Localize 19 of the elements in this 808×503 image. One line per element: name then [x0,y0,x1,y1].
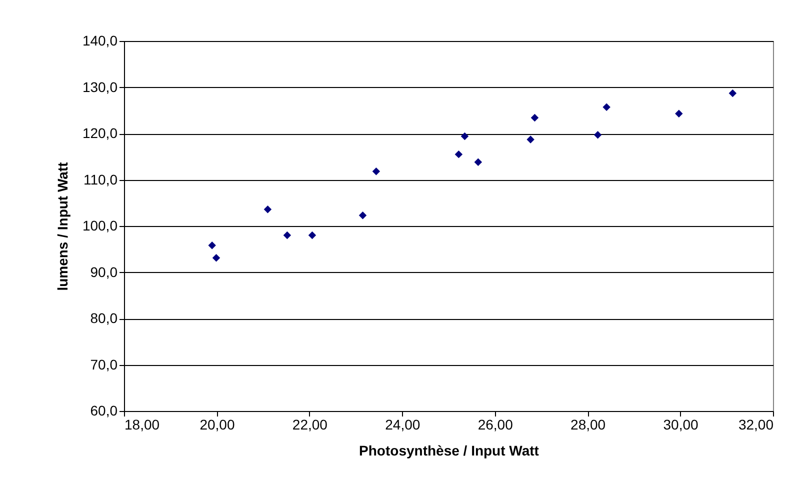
y-tick-label: 130,0 [82,78,118,95]
x-tick-label: 28,00 [570,416,606,432]
y-tick-label: 110,0 [84,171,118,188]
x-tick-label: 20,00 [200,416,235,432]
y-tick-label: 80,0 [90,310,118,326]
y-axis-title: lumens / Input Watt [54,162,70,291]
x-tick-label: 32,00 [738,416,774,432]
y-tick-label: 60,0 [90,402,118,418]
x-tick-label: 22,00 [292,416,328,432]
x-tick-label: 30,00 [663,416,699,432]
y-tick-label: 70,0 [90,356,118,372]
y-tick-label: 120,0 [82,125,118,141]
x-tick-label: 18,00 [124,416,160,432]
y-tick-label: 140,0 [82,32,118,48]
y-tick-label: 100,0 [82,218,118,234]
x-tick-label: 26,00 [478,416,514,432]
x-axis-title: Photosynthèse / Input Watt [359,442,540,458]
y-tick-label: 90,0 [90,264,118,280]
x-tick-label: 24,00 [385,416,420,432]
